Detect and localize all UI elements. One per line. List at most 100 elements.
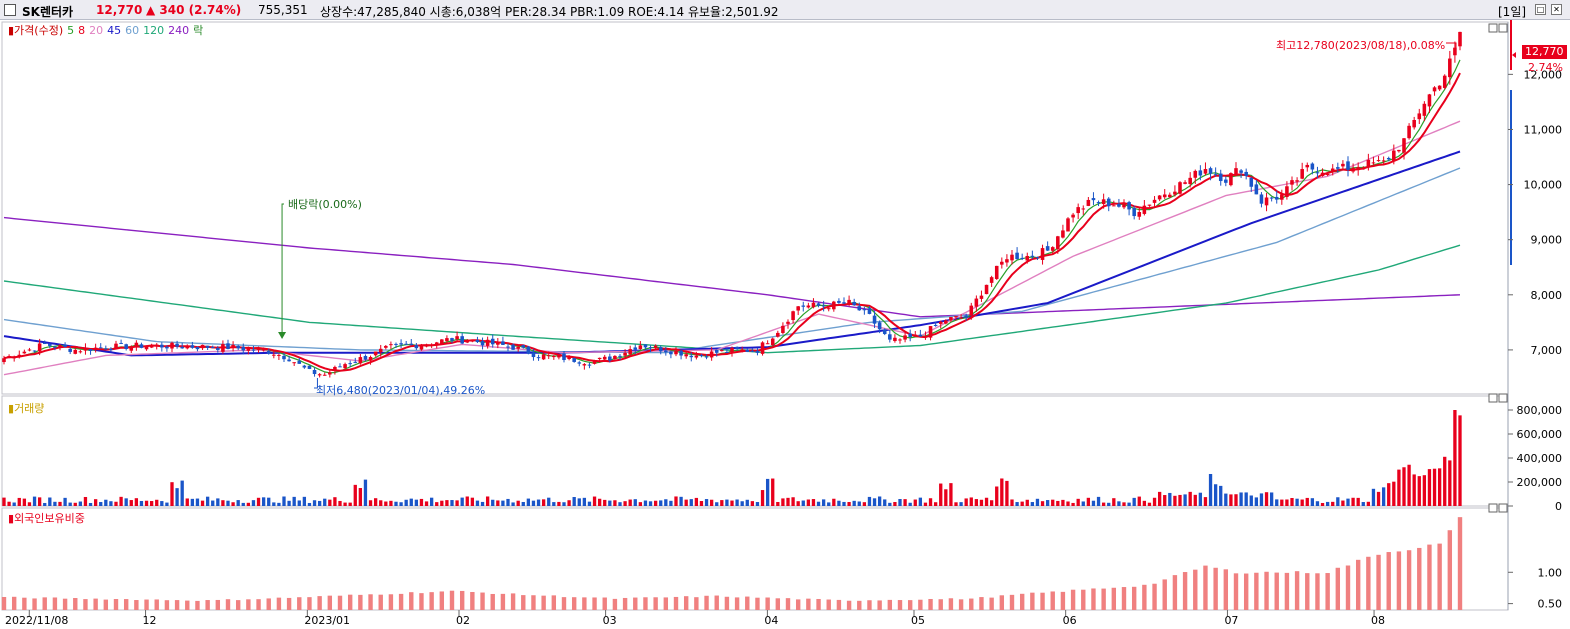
candle-body [903, 335, 907, 340]
candle-body [1091, 198, 1096, 201]
candle-body [1259, 194, 1264, 204]
candle-body [923, 335, 928, 337]
candle-body [1386, 157, 1391, 160]
foreign-ratio-bar [1152, 583, 1157, 610]
candle-body [353, 361, 358, 363]
foreign-ratio-bar [317, 596, 322, 610]
candle-body [297, 360, 302, 364]
volume-bar [1178, 494, 1182, 506]
volume-bar [1275, 499, 1279, 506]
volume-bar [562, 502, 566, 506]
dividend-marker-line [281, 203, 284, 338]
candle-body [1178, 182, 1182, 194]
volume-bar [261, 497, 266, 506]
foreign-ratio-bar [541, 595, 546, 610]
candle-body [546, 355, 551, 357]
foreign-ratio-bar [490, 593, 495, 610]
price-tick-label: 9,000 [1531, 234, 1563, 247]
candle-body [1366, 159, 1371, 168]
volume-bar [287, 500, 291, 506]
foreign-ratio-bar [724, 596, 730, 610]
candle-body [63, 344, 67, 347]
foreign-ratio-bar [1182, 572, 1188, 610]
volume-bar [582, 497, 587, 506]
volume-bar [1224, 493, 1228, 506]
volume-bar [1280, 499, 1284, 506]
candle-body [745, 349, 750, 352]
candle-body [160, 344, 164, 348]
volume-bar [139, 500, 144, 506]
volume-bar [323, 498, 327, 506]
volume-bar [373, 498, 378, 506]
candle-body [1356, 167, 1360, 171]
panel-frame-1 [1, 395, 1509, 507]
volume-bar [928, 498, 933, 506]
volume-bar [1336, 497, 1340, 506]
x-tick-label: 12 [143, 614, 157, 627]
volume-bar [913, 499, 917, 506]
volume-bar [384, 501, 388, 506]
volume-bar [791, 497, 795, 506]
price-tick-label: 10,000 [1524, 179, 1563, 192]
volume-bar [1453, 410, 1457, 506]
volume-bar [643, 500, 648, 506]
candle-body [1432, 87, 1437, 92]
select-checkbox[interactable] [4, 4, 16, 16]
volume-bar [1315, 501, 1320, 506]
volume-bar [944, 489, 948, 506]
maximize-icon[interactable]: □ [1535, 4, 1546, 15]
foreign-ratio-bar [1040, 592, 1045, 610]
foreign-ratio-bar [1386, 552, 1391, 610]
volume-bar [496, 500, 500, 506]
foreign-ratio-bar [368, 594, 373, 610]
candle-body [1244, 171, 1248, 176]
foreign-ratio-bar [1294, 571, 1300, 610]
candle-body [1096, 202, 1101, 204]
foreign-ratio-bar [1060, 591, 1066, 610]
volume-bar [277, 502, 281, 506]
foreign-ratio-bar [164, 600, 170, 610]
volume-bar [801, 500, 805, 506]
foreign-ratio-bar [755, 597, 760, 610]
volume-bar [134, 498, 139, 506]
foreign-ratio-bar [1437, 543, 1442, 610]
period-selector[interactable]: [1일] [1498, 5, 1527, 19]
legend-item-4: 45 [107, 24, 122, 37]
candle-body [567, 356, 571, 360]
foreign-ratio-bar [510, 593, 516, 610]
volume-bar [32, 496, 37, 506]
volume-bar [1163, 495, 1167, 506]
panel-frame-2 [1, 507, 1509, 611]
candle-body [1198, 170, 1203, 176]
volume-bar [155, 499, 159, 506]
candle-body [725, 351, 729, 353]
volume-bar [17, 497, 21, 506]
volume-bar [1000, 478, 1004, 506]
candle-body [872, 315, 877, 324]
candle-body [93, 347, 98, 350]
high-annotation: 최고12,780(2023/08/18),0.08% [1276, 39, 1446, 52]
foreign-ratio-bar [714, 595, 719, 610]
volume-bar [796, 501, 800, 506]
volume-bar [251, 500, 256, 506]
candle-body [205, 345, 210, 348]
foreign-tick-label: 0.50 [1538, 598, 1563, 611]
x-tick-label: 03 [603, 614, 617, 627]
foreign-ratio-bar [582, 597, 587, 610]
candle-body [389, 344, 393, 346]
candle-body [348, 363, 352, 365]
candle-body [210, 347, 215, 349]
candle-body [307, 365, 312, 369]
candle-body [180, 346, 184, 349]
candle-body [837, 300, 841, 303]
candle-body [7, 356, 11, 358]
candle-body [806, 305, 811, 308]
volume-bar [394, 501, 398, 506]
candle-body [1193, 170, 1198, 178]
foreign-ratio-bar [1223, 569, 1229, 610]
volume-bar [827, 502, 831, 506]
close-icon[interactable]: ✕ [1551, 4, 1562, 15]
volume-bar [1356, 497, 1360, 506]
foreign-ratio-bar [429, 592, 434, 610]
